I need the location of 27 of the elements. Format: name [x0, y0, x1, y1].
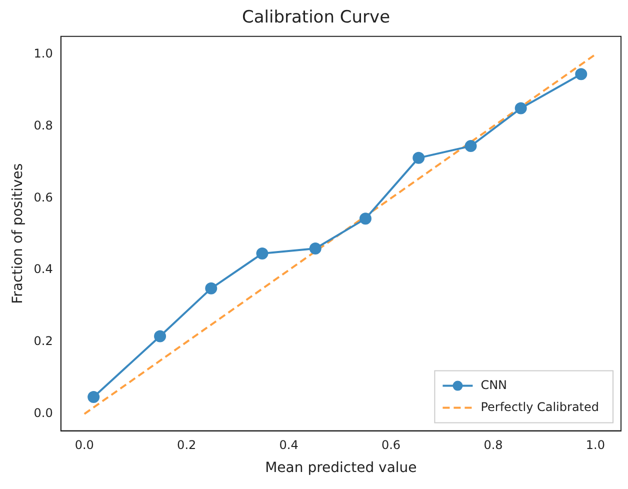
legend-label: Perfectly Calibrated	[480, 400, 599, 414]
point	[464, 140, 477, 152]
y-tick-label: 0.2	[34, 334, 53, 348]
point	[514, 102, 527, 114]
point	[88, 391, 100, 404]
point	[154, 330, 166, 342]
x-tick-label: 0.0	[74, 438, 94, 452]
x-tick-label: 0.4	[279, 438, 298, 452]
x-tick-label: 0.8	[484, 438, 503, 452]
x-tick-label: 0.2	[177, 438, 196, 452]
chart-title: Calibration Curve	[242, 8, 390, 28]
y-tick-label: 0.8	[34, 118, 53, 132]
point	[205, 282, 218, 294]
x-tick-label: 1.0	[586, 438, 605, 452]
y-tick-label: 0.6	[34, 190, 53, 204]
x-tick-label: 0.6	[381, 438, 401, 452]
point	[256, 248, 268, 260]
point	[309, 242, 322, 255]
point	[575, 68, 588, 80]
y-axis-title: Fraction of positives	[10, 163, 26, 304]
x-axis-title: Mean predicted value	[265, 460, 417, 476]
point	[359, 212, 372, 225]
legend-label: CNN	[480, 378, 508, 392]
y-tick-label: 0.4	[34, 262, 53, 276]
y-tick-label: 0.0	[34, 406, 53, 420]
point	[412, 152, 425, 164]
y-tick-label: 1.0	[34, 46, 53, 60]
